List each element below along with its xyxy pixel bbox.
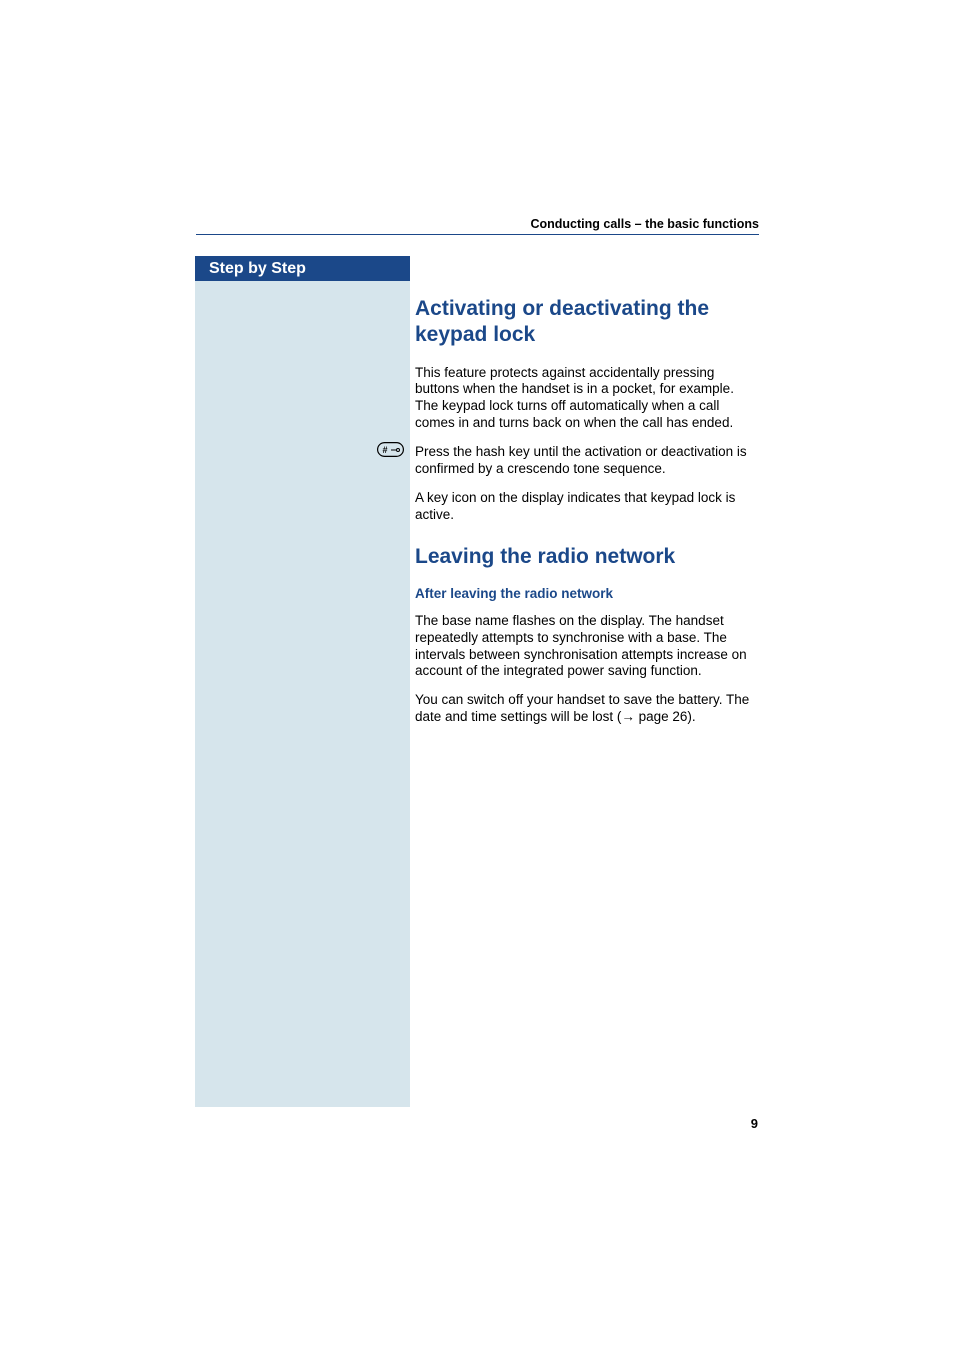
page-number: 9 <box>751 1116 758 1131</box>
sub-heading-after-leaving: After leaving the radio network <box>415 586 759 601</box>
sidebar-title: Step by Step <box>195 256 410 281</box>
body-paragraph-with-xref: You can switch off your handset to save … <box>415 692 759 726</box>
body-paragraph: This feature protects against accidental… <box>415 365 759 433</box>
arrow-icon: → <box>621 709 635 726</box>
section-heading-leaving-radio: Leaving the radio network <box>415 544 759 570</box>
body-paragraph: A key icon on the display indicates that… <box>415 490 759 524</box>
hash-key-icon: # <box>377 442 404 457</box>
text-run: You can switch off your handset to save … <box>415 692 749 724</box>
page: Conducting calls – the basic functions S… <box>0 0 954 1351</box>
content-column: Activating or deactivating the keypad lo… <box>415 296 759 738</box>
sidebar-background <box>195 281 410 1107</box>
section-heading-keypad-lock: Activating or deactivating the keypad lo… <box>415 296 759 349</box>
body-paragraph: Press the hash key until the activation … <box>415 444 759 478</box>
running-header: Conducting calls – the basic functions <box>196 217 759 231</box>
body-paragraph: The base name flashes on the display. Th… <box>415 613 759 681</box>
svg-text:#: # <box>382 445 387 455</box>
text-run: page 26). <box>635 709 696 724</box>
header-rule <box>196 234 759 235</box>
